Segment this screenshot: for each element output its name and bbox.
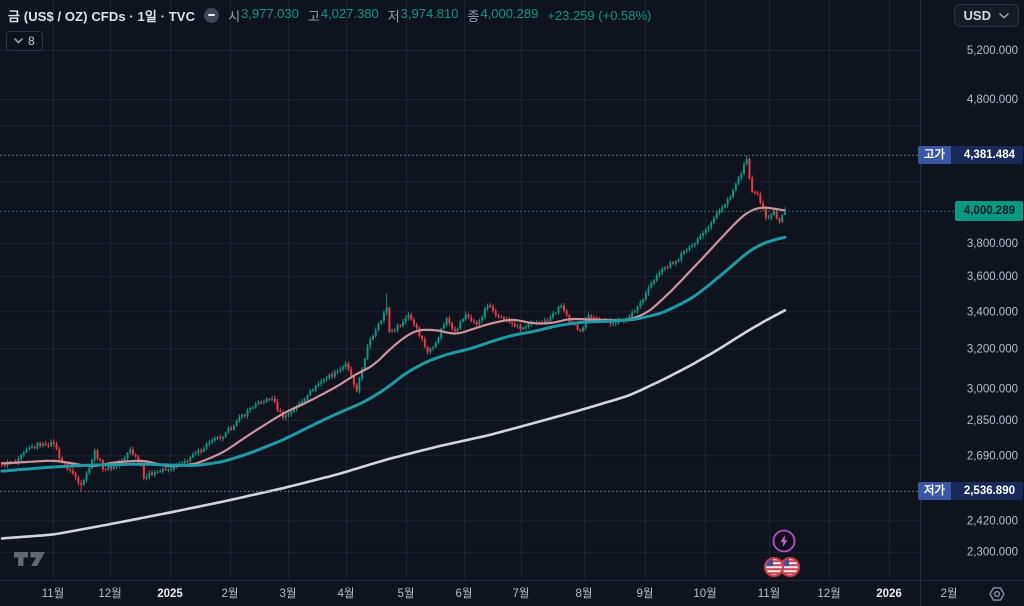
svg-text:2,850.000: 2,850.000 [967,415,1018,427]
svg-text:2,690.000: 2,690.000 [967,450,1018,462]
svg-text:9월: 9월 [637,587,654,600]
ohlc-high: 고 4,027.380 [307,5,379,24]
chart-legend: 금 (US$ / OZ) CFDs · 1일 · TVC 시 3,977.030 … [8,5,651,25]
price-change: +23.259 (+0.58%) [547,7,652,23]
svg-text:3,200.000: 3,200.000 [967,344,1018,356]
axis-settings-gear-icon[interactable] [989,587,1005,601]
svg-text:11월: 11월 [758,587,781,600]
time-axis-labels[interactable]: 11월 12월 2025 2월 3월 4월 5월 6월 7월 8월 9월 10월 11월 12월 2026 2… [42,587,958,600]
symbol-title[interactable]: 금 (US$ / OZ) CFDs · 1일 · TVC [8,8,196,24]
chevron-down-icon [14,38,23,44]
svg-text:2025: 2025 [157,588,183,600]
ohlc-open: 시 3,977.030 [228,5,299,24]
ohlc-close: 종 4,000.289 [467,5,539,24]
event-marker-us-flags-icon[interactable] [756,554,802,585]
svg-text:7월: 7월 [513,587,530,600]
svg-text:10월: 10월 [693,587,716,600]
object-tree-chip[interactable]: 8 [6,31,43,51]
low-price-badge: 저가 2,536.890 [917,482,1023,501]
svg-text:8월: 8월 [576,587,593,600]
low-label-chip: 저가 [917,482,951,501]
svg-text:3,400.000: 3,400.000 [967,306,1018,318]
svg-text:3,000.000: 3,000.000 [967,383,1018,395]
candles-layer [1,155,786,492]
event-marker-lightning-icon[interactable] [771,528,797,559]
svg-text:11월: 11월 [42,587,65,600]
svg-text:2026: 2026 [876,588,902,600]
price-level-lines-layer [0,154,956,492]
svg-text:3,600.000: 3,600.000 [967,271,1018,283]
svg-text:2,300.000: 2,300.000 [967,547,1018,559]
chevron-down-icon [999,12,1009,18]
ohlc-low: 저 3,974.810 [387,5,459,24]
svg-text:4,800.000: 4,800.000 [967,94,1018,106]
svg-text:2월: 2월 [941,587,958,600]
last-price-badge: 4,000.289 [955,201,1023,222]
currency-button[interactable]: USD [953,4,1019,27]
object-count: 8 [28,34,35,48]
grid-layer [0,0,920,580]
svg-text:5월: 5월 [398,587,415,600]
high-price-badge: 고가 4,381.484 [917,146,1023,165]
svg-text:12월: 12월 [817,587,840,600]
svg-text:3월: 3월 [280,587,297,600]
svg-text:5,200.000: 5,200.000 [967,45,1018,57]
moving-averages-layer [0,206,787,540]
svg-text:12월: 12월 [98,587,121,600]
minus-icon [208,14,216,16]
currency-label: USD [963,8,991,23]
svg-text:4월: 4월 [338,587,355,600]
svg-text:2,420.000: 2,420.000 [967,515,1018,527]
svg-text:2월: 2월 [222,587,239,600]
svg-text:6월: 6월 [456,587,473,600]
high-price-value: 4,381.484 [951,146,1023,165]
svg-text:3,800.000: 3,800.000 [967,238,1018,250]
high-label-chip: 고가 [917,146,951,165]
low-price-value: 2,536.890 [951,482,1023,501]
price-axis-labels[interactable]: 5,200.000 4,800.000 3,800.000 3,600.000 3,40… [967,45,1018,559]
collapse-indicator-icon[interactable] [204,7,220,23]
tradingview-logo[interactable] [12,547,48,576]
